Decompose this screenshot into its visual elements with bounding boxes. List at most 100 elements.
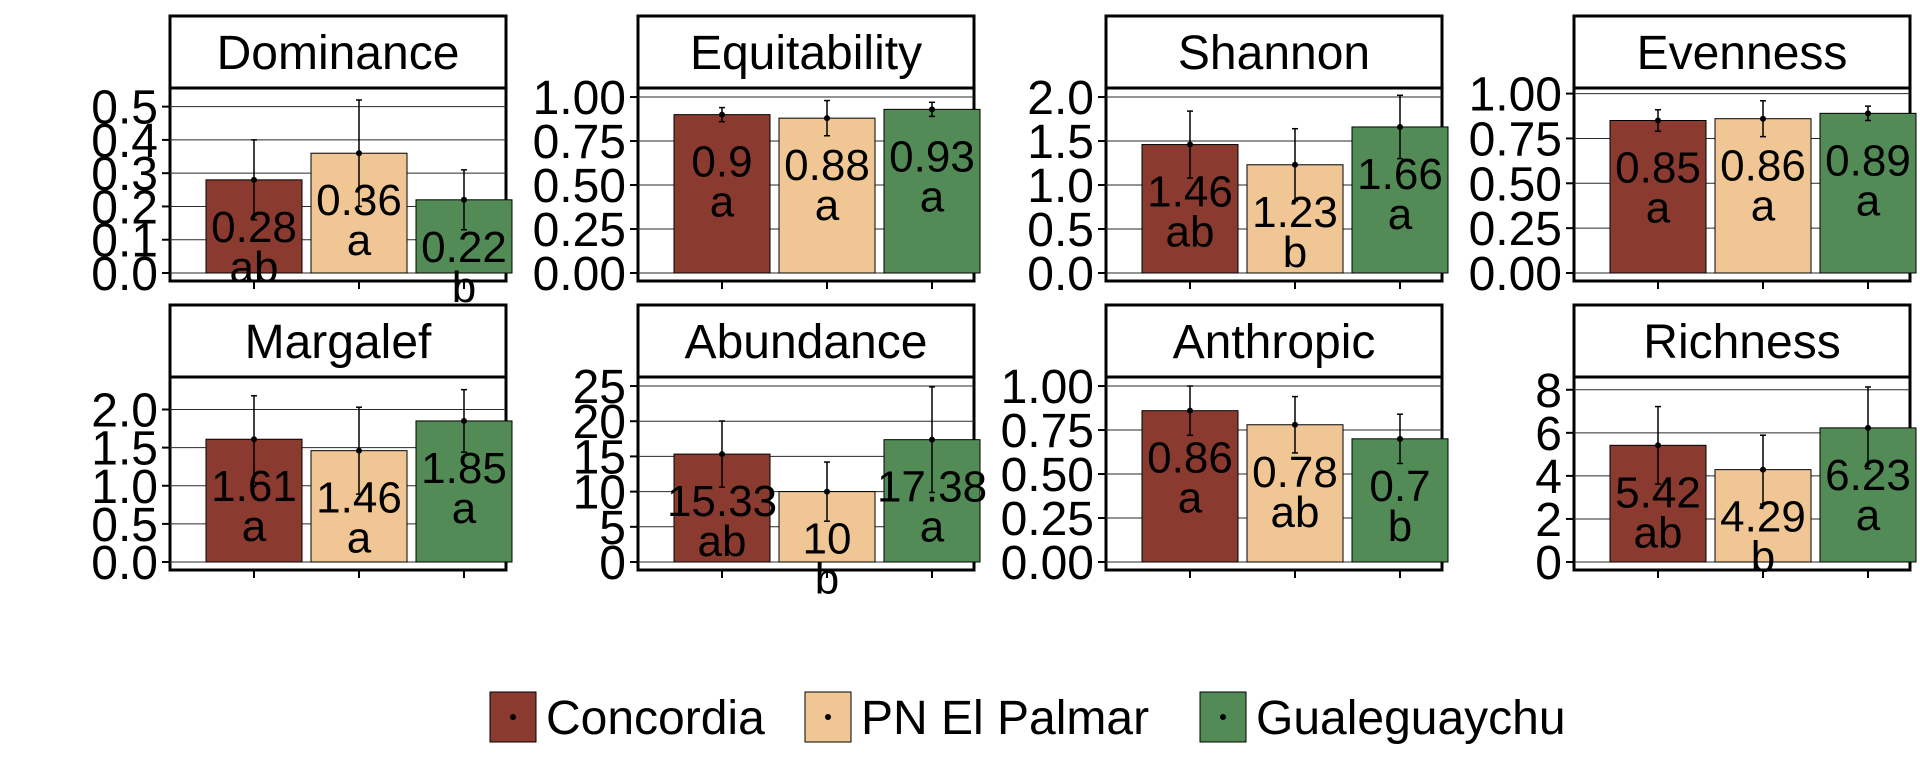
mean-point bbox=[1865, 110, 1871, 117]
significance-letter: b bbox=[1751, 533, 1775, 582]
value-label: 6.23 bbox=[1825, 451, 1911, 500]
value-label: 0.36 bbox=[316, 176, 402, 225]
mean-point bbox=[461, 417, 467, 424]
significance-letter: ab bbox=[1634, 508, 1683, 557]
y-tick-label: 25 bbox=[573, 361, 626, 414]
significance-letter: a bbox=[815, 181, 840, 230]
y-tick-label: 1.5 bbox=[1027, 116, 1094, 169]
y-tick-label: 15 bbox=[573, 431, 626, 484]
value-label: 1.85 bbox=[421, 444, 507, 493]
y-tick-label: 8 bbox=[1535, 365, 1562, 418]
value-label: 0.78 bbox=[1252, 448, 1338, 497]
panel-strip bbox=[1104, 14, 1444, 90]
value-label: 0.9 bbox=[691, 138, 752, 187]
value-label: 1.61 bbox=[211, 462, 297, 511]
legend-label: PN El Palmar bbox=[861, 692, 1149, 745]
significance-letter: ab bbox=[698, 517, 747, 566]
legend-item-concordia: Concordia bbox=[489, 691, 765, 745]
mean-point bbox=[719, 111, 725, 118]
y-tick-label: 0.00 bbox=[1001, 537, 1094, 590]
bar-gualeguaychu bbox=[883, 108, 981, 274]
panel-title: Anthropic bbox=[1173, 316, 1376, 369]
y-tick-label: 0.25 bbox=[1469, 203, 1562, 256]
panel-title: Richness bbox=[1643, 316, 1840, 369]
panel-title: Dominance bbox=[217, 27, 460, 80]
mean-point bbox=[1397, 123, 1403, 130]
y-tick-label: 20 bbox=[573, 396, 626, 449]
panel-equitability: Equitability0.000.250.500.751.000.9a0.88… bbox=[533, 14, 981, 301]
mean-point bbox=[1397, 435, 1403, 442]
significance-letter: b bbox=[1388, 502, 1412, 551]
significance-letter: a bbox=[1388, 190, 1413, 239]
y-tick-label: 0.75 bbox=[533, 116, 626, 169]
y-tick-label: 2.0 bbox=[1027, 72, 1094, 125]
mean-point bbox=[1760, 115, 1766, 122]
y-tick-label: 0.3 bbox=[91, 148, 158, 201]
value-label: 0.89 bbox=[1825, 136, 1911, 185]
y-tick-label: 0.50 bbox=[1001, 449, 1094, 502]
y-tick-label: 0.25 bbox=[1001, 493, 1094, 546]
y-tick-label: 0.0 bbox=[91, 537, 158, 590]
y-tick-label: 5 bbox=[599, 502, 626, 555]
y-tick-label: 0.75 bbox=[1469, 113, 1562, 166]
significance-letter: a bbox=[920, 172, 945, 221]
value-label: 0.88 bbox=[784, 141, 870, 190]
y-tick-label: 0.5 bbox=[91, 499, 158, 552]
mean-point bbox=[1292, 161, 1298, 168]
value-label: 10 bbox=[803, 515, 852, 564]
y-tick-label: 0.50 bbox=[1469, 158, 1562, 211]
mean-point bbox=[1865, 424, 1871, 431]
y-tick-label: 1.5 bbox=[91, 423, 158, 476]
mean-point bbox=[719, 451, 725, 458]
significance-letter: a bbox=[1856, 176, 1881, 225]
value-label: 0.28 bbox=[211, 203, 297, 252]
panel-title: Shannon bbox=[1178, 27, 1370, 80]
value-label: 4.29 bbox=[1720, 493, 1806, 542]
value-label: 1.46 bbox=[316, 474, 402, 523]
y-tick-label: 0 bbox=[1535, 537, 1562, 590]
panel-strip bbox=[1572, 303, 1912, 379]
y-tick-label: 0.4 bbox=[91, 115, 158, 168]
significance-letter: ab bbox=[1166, 208, 1215, 257]
panel-title: Evenness bbox=[1637, 27, 1848, 80]
mean-point bbox=[824, 488, 830, 495]
y-tick-label: 1.00 bbox=[1001, 361, 1094, 414]
value-label: 1.23 bbox=[1252, 188, 1338, 237]
panel-strip bbox=[168, 303, 508, 379]
panel-title: Equitability bbox=[690, 27, 922, 80]
value-label: 0.86 bbox=[1720, 142, 1806, 191]
y-tick-label: 0 bbox=[599, 537, 626, 590]
value-label: 1.46 bbox=[1147, 168, 1233, 217]
y-tick-label: 0.5 bbox=[1027, 204, 1094, 257]
value-label: 1.66 bbox=[1357, 150, 1443, 199]
value-label: 0.86 bbox=[1147, 434, 1233, 483]
significance-letter: a bbox=[1178, 474, 1203, 523]
mean-point bbox=[824, 115, 830, 122]
mean-point bbox=[1187, 407, 1193, 414]
value-label: 15.33 bbox=[667, 477, 777, 526]
legend-key-point bbox=[825, 714, 831, 720]
legend-key-point bbox=[1220, 714, 1226, 720]
value-label: 0.7 bbox=[1369, 462, 1430, 511]
y-tick-label: 0.5 bbox=[91, 82, 158, 135]
significance-letter: a bbox=[1751, 182, 1776, 231]
bar-concordia bbox=[1609, 120, 1707, 274]
panel-title: Margalef bbox=[245, 316, 432, 369]
y-tick-label: 1.0 bbox=[1027, 160, 1094, 213]
y-tick-label: 6 bbox=[1535, 408, 1562, 461]
value-label: 0.22 bbox=[421, 223, 507, 272]
mean-point bbox=[1187, 141, 1193, 148]
mean-point bbox=[1292, 421, 1298, 428]
y-tick-label: 0.00 bbox=[533, 248, 626, 301]
panel-evenness: Evenness0.000.250.500.751.000.85a0.86a0.… bbox=[1469, 14, 1917, 301]
legend-key-point bbox=[510, 714, 516, 720]
significance-letter: a bbox=[710, 178, 735, 227]
panel-strip bbox=[1104, 303, 1444, 379]
value-label: 0.93 bbox=[889, 132, 975, 181]
y-tick-label: 2 bbox=[1535, 494, 1562, 547]
